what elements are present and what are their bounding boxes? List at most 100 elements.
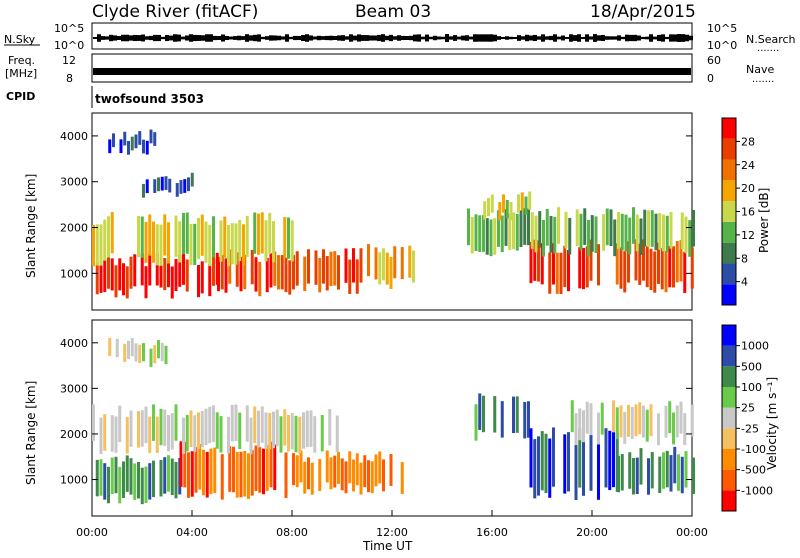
heatmap-cell (650, 451, 654, 489)
velocity-xticks: 00:00 04:00 08:00 12:00 16:00 20:00 00:00 (76, 510, 708, 539)
heatmap-cell (99, 260, 103, 293)
heatmap-cell (307, 249, 310, 284)
heatmap-cell (209, 448, 213, 495)
heatmap-cell (344, 248, 348, 283)
heatmap-cell (189, 410, 193, 447)
heatmap-cell (107, 466, 110, 504)
heatmap-cell (665, 215, 669, 253)
heatmap-cell (190, 451, 194, 497)
nsky-sample (245, 34, 249, 42)
nsky-sample (605, 36, 609, 40)
heatmap-cell (669, 455, 673, 492)
nsky-label: N.Sky (4, 33, 36, 46)
heatmap-cell (683, 413, 687, 445)
nsky-sample (549, 35, 553, 41)
heatmap-cell (273, 444, 277, 491)
heatmap-cell (619, 247, 623, 289)
heatmap-cell (657, 242, 660, 284)
heatmap-cell (367, 244, 370, 277)
heatmap-cell (529, 241, 533, 284)
heatmap-cell (529, 428, 533, 488)
heatmap-cell (478, 393, 482, 430)
nsky-sample (485, 34, 489, 42)
heatmap-cell (337, 255, 340, 290)
heatmap-cell (234, 404, 238, 442)
heatmap-cell (159, 460, 163, 497)
nsky-sample (625, 34, 629, 42)
heatmap-cell (122, 263, 125, 296)
nsky-sample (437, 36, 441, 40)
colorbar-swatch (722, 242, 736, 264)
heatmap-cell (254, 257, 258, 292)
heatmap-cell (159, 255, 163, 288)
colorbar-swatch (722, 118, 736, 139)
heatmap-cell (149, 348, 153, 367)
heatmap-cell (243, 450, 247, 497)
heatmap-cell (329, 457, 333, 490)
heatmap-cell (589, 431, 593, 491)
colorbar-swatch (722, 180, 736, 202)
heatmap-cell (645, 409, 649, 442)
heatmap-cell (528, 191, 532, 210)
heatmap-cell (505, 200, 509, 219)
heatmap-cell (322, 249, 325, 284)
nsky-sample (105, 36, 109, 40)
heatmap-cell (467, 208, 470, 246)
heatmap-cell (138, 131, 142, 145)
colorbar-swatch (722, 263, 736, 285)
heatmap-cell (185, 259, 189, 292)
heatmap-cell (197, 412, 200, 449)
heatmap-cell (340, 458, 344, 491)
nsky-sample (341, 35, 345, 41)
nsky-sample (425, 34, 429, 42)
heatmap-cell (174, 404, 178, 441)
nsearch-tick-top: 10^5 (707, 22, 737, 35)
nsky-sample (537, 36, 541, 40)
heatmap-cell (688, 220, 692, 257)
nsky-sample (269, 35, 273, 41)
nsky-sample (645, 36, 649, 40)
cpid-label: CPID (6, 90, 35, 103)
heatmap-cell (658, 213, 662, 250)
heatmap-cell (348, 451, 352, 484)
heatmap-cell (288, 260, 292, 295)
heatmap-cell (238, 219, 242, 262)
nsky-sample (457, 36, 461, 40)
nsky-sample (329, 35, 333, 41)
nsky-sample (589, 36, 593, 40)
nsearch-dots: ....... (757, 43, 779, 54)
velocity-colorbar: 1000 500 100 25 -25 -100 -500 -1000 (721, 324, 773, 512)
power-colorbar-label: Power [dB] (757, 188, 771, 253)
colorbar-tick-label: 100 (741, 381, 762, 394)
heatmap-cell (129, 410, 133, 447)
colorbar-swatch (722, 284, 736, 305)
heatmap-cell (307, 457, 310, 490)
freq-tick-bottom: 8 (66, 72, 73, 85)
heatmap-cell (498, 201, 502, 221)
heatmap-cell (292, 453, 295, 486)
heatmap-cell (245, 215, 249, 258)
heatmap-cell (359, 248, 363, 283)
heatmap-cell (265, 257, 269, 293)
heatmap-cell (639, 448, 643, 485)
heatmap-cell (269, 441, 273, 488)
heatmap-cell (145, 140, 149, 155)
heatmap-cell (119, 139, 123, 154)
cpid-value: twofsound 3503 (95, 92, 204, 106)
heatmap-cell (200, 410, 204, 448)
heatmap-cell (262, 448, 265, 495)
heatmap-cell (585, 401, 589, 434)
nsky-sample (129, 35, 133, 41)
heatmap-cell (540, 431, 544, 491)
nsky-sample (573, 35, 577, 41)
nsky-sample (661, 34, 665, 42)
heatmap-cell (474, 404, 478, 441)
heatmap-cell (190, 172, 194, 187)
heatmap-cell (284, 257, 288, 293)
heatmap-cell (589, 403, 593, 436)
heatmap-cell (537, 436, 540, 496)
heatmap-cell (112, 133, 115, 148)
nsky-sample (221, 34, 225, 42)
heatmap-cell (303, 461, 307, 494)
nsky-sample (353, 35, 357, 41)
